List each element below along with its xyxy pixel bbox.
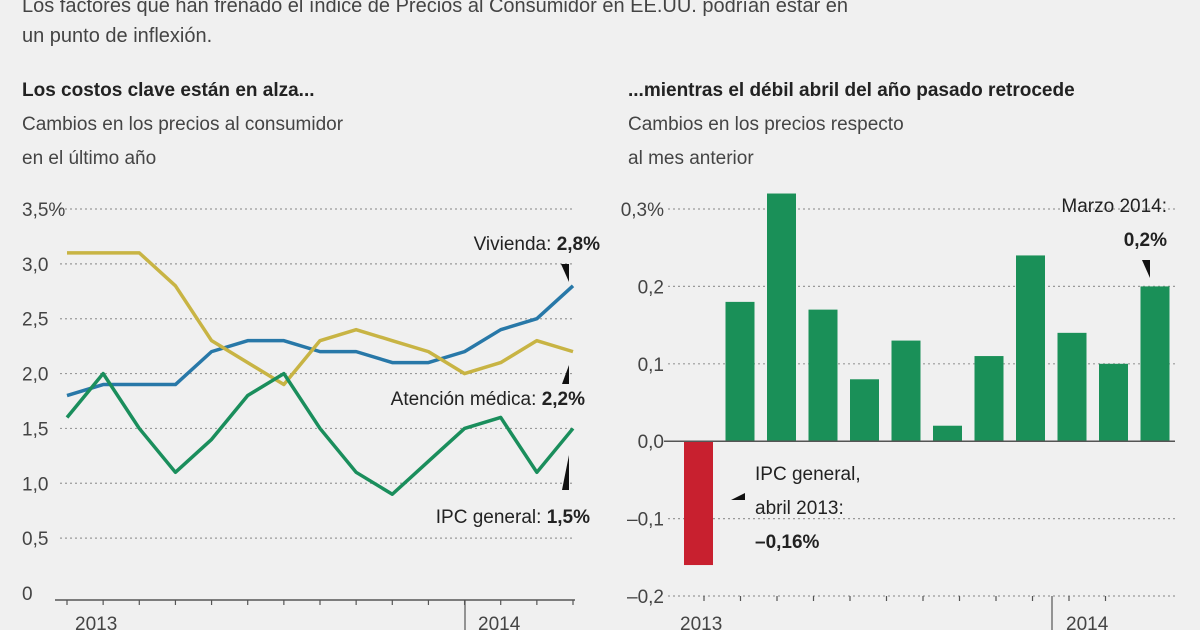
annotation-abril-2013-value: –0,16% bbox=[755, 532, 820, 553]
y-tick-label: 1,5 bbox=[22, 419, 48, 440]
bar bbox=[1140, 286, 1170, 442]
bar bbox=[974, 356, 1004, 442]
series-line-vivienda bbox=[66, 284, 575, 398]
bar bbox=[767, 193, 796, 442]
y-tick-label: 1,0 bbox=[22, 474, 48, 495]
year-label-2013: 2013 bbox=[75, 614, 117, 630]
y-tick-label: 0,1 bbox=[638, 355, 664, 376]
pointer-marzo-2014 bbox=[1142, 260, 1150, 278]
line-chart: 3,5% 3,0 2,5 2,0 1,5 1,0 0,5 0 2013 2014 bbox=[22, 200, 575, 630]
y-tick-label: 0,5 bbox=[22, 529, 48, 550]
pointer-abril-2013 bbox=[731, 493, 745, 500]
pointer-vivienda bbox=[561, 264, 569, 282]
annotation-abril-2013-line2: abril 2013: bbox=[755, 498, 844, 519]
y-tick-label: –0,2 bbox=[627, 587, 664, 608]
bar bbox=[725, 301, 755, 442]
right-chart-subtitle-1: Cambios en los precios respecto bbox=[628, 114, 904, 135]
bar bbox=[1099, 363, 1128, 442]
y-tick-label: 0,2 bbox=[638, 277, 664, 298]
annotation-ipc-general: IPC general: 1,5% bbox=[436, 507, 590, 528]
y-tick-label: –0,1 bbox=[627, 510, 664, 531]
bar bbox=[891, 340, 921, 442]
y-tick-label: 3,5% bbox=[22, 200, 65, 221]
bar bbox=[808, 309, 838, 442]
series-line-atenci-n-m-dica bbox=[67, 251, 574, 387]
annotation-marzo-2014: Marzo 2014: bbox=[1061, 196, 1167, 217]
annotation-atencion-medica: Atención médica: 2,2% bbox=[391, 389, 585, 410]
year-label-2013: 2013 bbox=[680, 614, 722, 630]
y-tick-label: 2,5 bbox=[22, 310, 48, 331]
annotation-abril-2013-line1: IPC general, bbox=[755, 464, 861, 485]
right-chart-title: ...mientras el débil abril del año pasad… bbox=[628, 80, 1075, 101]
y-tick-label: 2,0 bbox=[22, 365, 48, 386]
right-chart-subtitle-2: al mes anterior bbox=[628, 148, 754, 169]
y-tick-label: 0 bbox=[22, 584, 33, 605]
annotation-marzo-2014-value: 0,2% bbox=[1124, 230, 1167, 251]
bar bbox=[1057, 332, 1087, 442]
bar bbox=[684, 441, 713, 566]
bar bbox=[850, 379, 879, 442]
annotation-vivienda: Vivienda: 2,8% bbox=[474, 234, 601, 255]
intro-line-1: Los factores que han frenado el índice d… bbox=[22, 0, 848, 17]
intro-line-2: un punto de inflexión. bbox=[22, 25, 212, 47]
year-label-2014: 2014 bbox=[478, 614, 521, 630]
left-chart-title: Los costos clave están en alza... bbox=[22, 80, 315, 101]
pointer-ipc-general bbox=[562, 455, 569, 490]
y-tick-label: 0,3% bbox=[621, 200, 664, 221]
bar bbox=[1016, 255, 1045, 442]
bar bbox=[933, 425, 962, 442]
y-tick-label: 0,0 bbox=[638, 432, 664, 453]
left-chart-subtitle-2: en el último año bbox=[22, 148, 156, 169]
bar-chart: 0,3% 0,2 0,1 0,0 –0,1 –0,2 2013 2014 bbox=[621, 193, 1175, 630]
series-line-ipc-general bbox=[65, 371, 575, 497]
year-label-2014: 2014 bbox=[1066, 614, 1109, 630]
left-chart-subtitle-1: Cambios en los precios al consumidor bbox=[22, 114, 344, 135]
pointer-atencion-medica bbox=[562, 365, 569, 384]
y-tick-label: 3,0 bbox=[22, 255, 48, 276]
